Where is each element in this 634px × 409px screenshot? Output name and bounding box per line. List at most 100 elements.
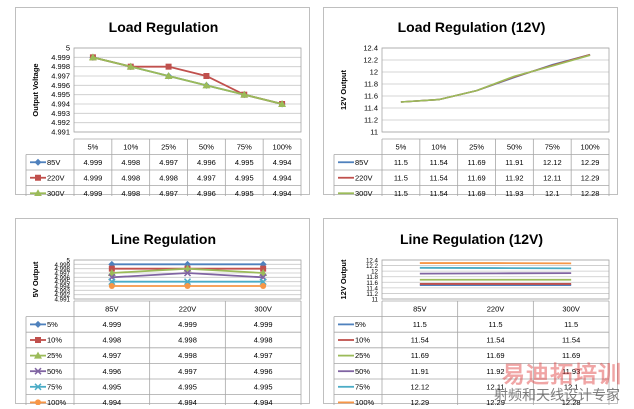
- data-label: 12.11: [486, 382, 504, 391]
- y-tick-label: 11.4: [366, 285, 378, 292]
- data-label: 11.5: [394, 189, 408, 196]
- data-label: 11.69: [467, 189, 485, 196]
- y-tick-label: 4.991: [55, 297, 71, 304]
- y-tick-label: 11.6: [366, 280, 378, 287]
- data-label: 4.994: [273, 189, 292, 196]
- data-label: 4.997: [254, 351, 273, 360]
- x-tick-label: 75%: [545, 143, 560, 152]
- legend-label: 5%: [47, 320, 58, 329]
- y-tick-label: 4.994: [51, 100, 70, 109]
- legend-marker: [35, 174, 41, 181]
- chart-svg: Load Regulation (12V) 12V Output 12.4 12.2 1…: [333, 19, 610, 196]
- x-tick-label: 100%: [580, 143, 600, 152]
- legend-label: 25%: [355, 351, 370, 360]
- legend-label: 75%: [47, 382, 62, 391]
- y-axis-label: 12V Output: [339, 259, 348, 300]
- y-tick-label: 11.6: [364, 92, 378, 101]
- chart-title: Line Regulation: [111, 231, 216, 247]
- plot-area: [381, 47, 610, 133]
- data-label: 4.998: [254, 336, 273, 345]
- data-label: 11.69: [411, 351, 429, 360]
- y-tick-label: 11.2: [364, 116, 378, 125]
- y-tick-label: 4.997: [55, 271, 71, 278]
- data-label: 11.91: [505, 158, 523, 167]
- y-tick-label: 4.991: [51, 128, 70, 137]
- data-point: [108, 265, 115, 272]
- legend-label: 300V: [47, 189, 65, 196]
- data-label: 12.1: [545, 189, 560, 196]
- y-tick-label: 11.4: [364, 104, 378, 113]
- data-label: 4.995: [235, 189, 254, 196]
- data-label: 4.998: [121, 189, 140, 196]
- series-85V: [400, 53, 591, 103]
- series-25%: [107, 264, 268, 276]
- series-line: [419, 266, 572, 270]
- legend-label: 85V: [355, 158, 368, 167]
- data-label: 4.996: [197, 158, 216, 167]
- chart-title: Load Regulation (12V): [398, 19, 546, 35]
- plot-area: [381, 259, 610, 300]
- legend-key: [30, 383, 46, 391]
- data-point: [260, 283, 267, 289]
- series-75%: [108, 278, 267, 286]
- y-tick-label: 11.2: [366, 291, 378, 298]
- legend-label: 220V: [47, 173, 65, 182]
- x-tick-label: 10%: [123, 143, 138, 152]
- data-label: 11.69: [562, 351, 580, 360]
- data-label: 4.994: [102, 398, 121, 405]
- x-tick-label: 50%: [199, 143, 214, 152]
- legend-key: [30, 189, 46, 196]
- data-label: 4.998: [121, 173, 140, 182]
- data-label: 4.997: [159, 189, 178, 196]
- y-tick-label: 12.2: [363, 56, 378, 65]
- legend-key: [30, 351, 46, 359]
- legend-marker: [35, 337, 41, 343]
- data-label: 4.999: [102, 320, 121, 329]
- y-tick-label: 4.992: [55, 292, 71, 299]
- x-tick-label: 220V: [179, 305, 197, 314]
- data-label: 11.92: [505, 173, 523, 182]
- data-label: 11.5: [564, 320, 578, 329]
- x-tick-label: 100%: [272, 143, 292, 152]
- data-label: 11.69: [486, 351, 504, 360]
- y-tick-label: 5: [66, 44, 70, 53]
- series-75%: [419, 266, 572, 270]
- y-tick-label: 4.993: [51, 109, 70, 118]
- y-tick-label: 11: [372, 297, 379, 304]
- y-tick-label: 4.998: [55, 266, 71, 273]
- legend-label: 50%: [355, 367, 370, 376]
- chart-line-regulation-12v: Line Regulation (12V) 12V Output 12.4 12.2 1…: [323, 218, 618, 405]
- data-label: 11.69: [467, 173, 485, 182]
- data-point: [184, 260, 191, 268]
- legend-key: [30, 320, 46, 328]
- legend-label: 25%: [47, 351, 62, 360]
- data-label: 11.91: [411, 367, 429, 376]
- data-label: 11.93: [505, 189, 523, 196]
- x-tick-label: 75%: [237, 143, 252, 152]
- data-label: 4.995: [235, 173, 254, 182]
- y-tick-label: 12.2: [366, 263, 379, 270]
- y-tick-label: 5: [67, 258, 71, 265]
- data-label: 4.999: [178, 320, 197, 329]
- legend-key: [30, 174, 46, 181]
- y-tick-label: 4.997: [51, 72, 70, 81]
- y-tick-label: 4.993: [55, 288, 71, 295]
- y-tick-label: 12: [370, 68, 378, 77]
- legend-key: [30, 337, 46, 343]
- data-point: [88, 53, 97, 61]
- x-tick-label: 5%: [87, 143, 98, 152]
- data-point: [108, 278, 116, 286]
- y-tick-label: 11.8: [364, 80, 378, 89]
- watermark-main-text: 易迪拓培训: [502, 362, 622, 388]
- data-label: 4.995: [254, 382, 273, 391]
- data-label: 4.998: [178, 351, 197, 360]
- data-label: 4.998: [178, 336, 197, 345]
- data-label: 4.997: [102, 351, 121, 360]
- data-label: 11.69: [467, 158, 485, 167]
- chart-title: Load Regulation: [109, 19, 219, 35]
- data-point: [183, 278, 192, 286]
- data-label: 4.999: [84, 189, 103, 196]
- legend-key: [30, 158, 46, 166]
- chart-svg: Line Regulation (12V)12V Output 12.412.21…: [333, 231, 610, 405]
